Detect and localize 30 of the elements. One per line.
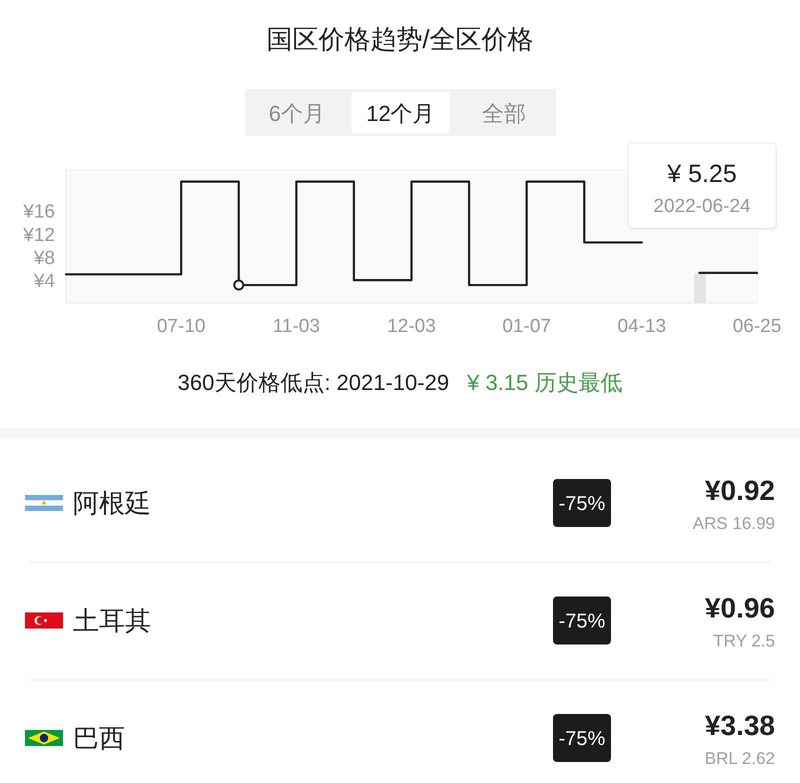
annotation: 2022-06-24 <box>653 196 752 217</box>
x-tick-label: 06-25 <box>732 316 782 337</box>
text: ARS 16.99 <box>692 514 775 533</box>
text: BRL 2.62 <box>704 749 775 768</box>
text: 全部 <box>482 101 526 126</box>
x-tick-label: 01-07 <box>502 316 551 337</box>
x-tick-label: 07-10 <box>156 316 206 337</box>
y-tick-label: ¥8 <box>32 248 55 269</box>
text: -75% <box>558 610 606 632</box>
text: 巴西 <box>73 723 125 753</box>
chart-title: 国区价格趋势/全区价格 <box>266 24 534 54</box>
text: 6个月 <box>268 101 325 126</box>
text: 360天价格低点: 2021-10-29 <box>178 370 450 395</box>
text: 阿根廷 <box>73 488 151 518</box>
text: ¥0.96 <box>704 592 775 624</box>
text: -75% <box>558 493 606 515</box>
y-tick-label: ¥4 <box>32 271 56 292</box>
x-tick-label: 04-13 <box>618 316 666 337</box>
y-tick-label: ¥12 <box>22 224 55 246</box>
x-tick-label: 11-03 <box>272 316 320 337</box>
text: ¥3.38 <box>704 710 775 741</box>
text: ¥ 3.15 历史最低 <box>466 370 622 395</box>
annotation: ¥ 5.25 <box>666 160 737 188</box>
text: 12个月 <box>366 101 435 126</box>
text: -75% <box>558 728 606 750</box>
text: ¥0.92 <box>704 475 775 506</box>
y-tick-label: ¥16 <box>22 202 55 223</box>
text: 土耳其 <box>73 606 151 636</box>
x-tick-label: 12-03 <box>387 316 436 337</box>
text: TRY 2.5 <box>713 632 775 650</box>
